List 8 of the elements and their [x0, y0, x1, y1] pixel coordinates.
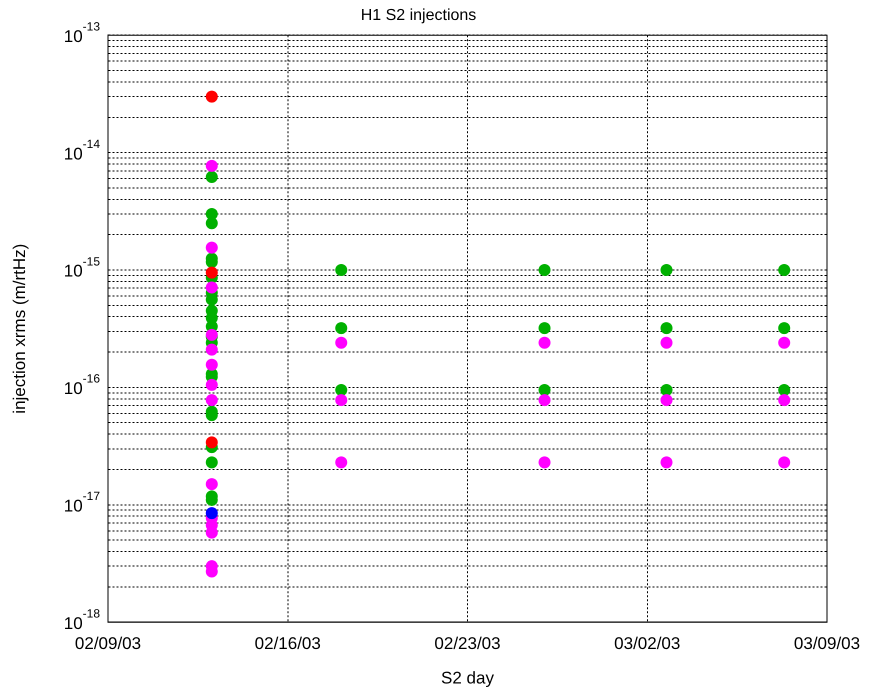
x-tick-label: 03/09/03: [794, 634, 860, 654]
chart-title: H1 S2 injections: [360, 7, 476, 24]
x-tick-label: 02/23/03: [434, 634, 501, 654]
x-tick-label: 03/02/03: [614, 634, 680, 654]
x-tick-label: 02/09/03: [74, 634, 142, 654]
x-axis-title: S2 day: [441, 668, 494, 688]
y-axis-title: injection xrms (m/rtHz): [10, 244, 29, 414]
x-tick-label: 02/16/03: [254, 634, 321, 654]
